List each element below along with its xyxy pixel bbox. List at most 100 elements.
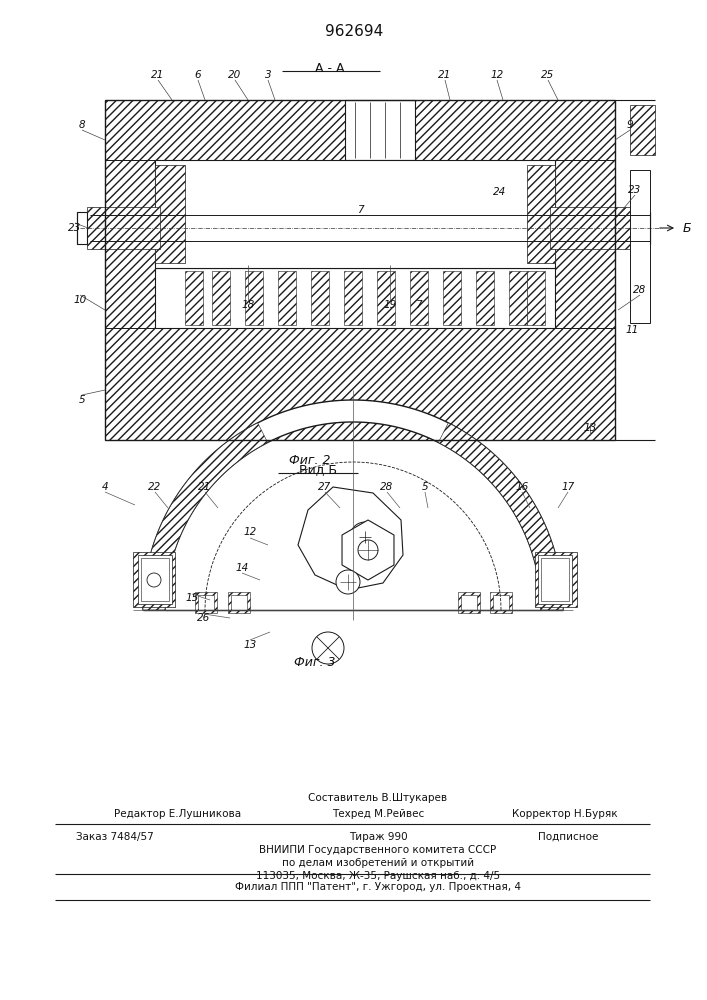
Text: 23: 23 xyxy=(629,185,642,195)
Text: 10: 10 xyxy=(74,295,87,305)
Text: Составитель В.Штукарев: Составитель В.Штукарев xyxy=(308,793,448,803)
Polygon shape xyxy=(630,170,650,323)
Text: Подписное: Подписное xyxy=(538,832,598,842)
Polygon shape xyxy=(633,212,650,244)
Polygon shape xyxy=(555,160,615,328)
Text: 18: 18 xyxy=(241,300,255,310)
Polygon shape xyxy=(410,271,428,325)
Text: 14: 14 xyxy=(235,563,249,573)
Polygon shape xyxy=(105,160,155,328)
Text: 25: 25 xyxy=(542,70,554,80)
Polygon shape xyxy=(228,592,250,613)
Text: 9: 9 xyxy=(626,120,633,130)
Polygon shape xyxy=(141,558,169,601)
Polygon shape xyxy=(538,555,572,604)
Polygon shape xyxy=(105,100,345,160)
Text: Б: Б xyxy=(683,222,691,234)
Text: 19: 19 xyxy=(383,300,397,310)
Polygon shape xyxy=(77,212,87,244)
Text: ВНИИПИ Государственного комитета СССР: ВНИИПИ Государственного комитета СССР xyxy=(259,845,496,855)
Text: 4: 4 xyxy=(102,482,108,492)
Circle shape xyxy=(358,540,378,560)
Polygon shape xyxy=(415,100,615,160)
Polygon shape xyxy=(342,520,394,580)
Polygon shape xyxy=(458,592,480,613)
Polygon shape xyxy=(535,552,577,607)
Text: 27: 27 xyxy=(318,482,332,492)
Text: 5: 5 xyxy=(78,395,86,405)
Text: 16: 16 xyxy=(515,482,529,492)
Text: А - А: А - А xyxy=(315,62,345,75)
Polygon shape xyxy=(212,271,230,325)
Text: 13: 13 xyxy=(583,423,597,433)
Text: 24: 24 xyxy=(493,187,507,197)
Text: Заказ 7484/57: Заказ 7484/57 xyxy=(76,832,154,842)
Text: по делам изобретений и открытий: по делам изобретений и открытий xyxy=(282,858,474,868)
Polygon shape xyxy=(143,400,563,610)
Circle shape xyxy=(312,632,344,664)
Text: 6: 6 xyxy=(194,70,201,80)
Polygon shape xyxy=(133,552,175,607)
Text: Фиг. 2: Фиг. 2 xyxy=(289,454,331,466)
Circle shape xyxy=(336,570,360,594)
Polygon shape xyxy=(443,271,461,325)
Polygon shape xyxy=(311,271,329,325)
Polygon shape xyxy=(345,100,415,160)
Polygon shape xyxy=(541,558,569,601)
Text: 113035, Москва, Ж-35, Раушская наб., д. 4/5: 113035, Москва, Ж-35, Раушская наб., д. … xyxy=(256,871,500,881)
Text: Техред М.Рейвес: Техред М.Рейвес xyxy=(332,809,424,819)
Polygon shape xyxy=(231,595,247,610)
Polygon shape xyxy=(527,271,545,325)
Polygon shape xyxy=(509,271,527,325)
Text: 22: 22 xyxy=(148,482,162,492)
Polygon shape xyxy=(344,271,362,325)
Polygon shape xyxy=(476,271,494,325)
Text: Редактор Е.Лушникова: Редактор Е.Лушникова xyxy=(115,809,242,819)
Polygon shape xyxy=(143,423,268,610)
Text: 12: 12 xyxy=(491,70,503,80)
Polygon shape xyxy=(138,555,172,604)
Text: 23: 23 xyxy=(69,223,81,233)
Polygon shape xyxy=(438,423,563,610)
Polygon shape xyxy=(278,271,296,325)
Text: Корректор Н.Буряк: Корректор Н.Буряк xyxy=(512,809,618,819)
Polygon shape xyxy=(490,592,512,613)
Text: 20: 20 xyxy=(228,70,242,80)
Text: 21: 21 xyxy=(151,70,165,80)
Polygon shape xyxy=(155,165,185,263)
Text: 13: 13 xyxy=(243,640,257,650)
Polygon shape xyxy=(155,160,555,268)
Text: 7: 7 xyxy=(415,300,421,310)
Text: 28: 28 xyxy=(380,482,394,492)
Polygon shape xyxy=(105,328,615,440)
Text: 5: 5 xyxy=(421,482,428,492)
Polygon shape xyxy=(198,595,214,610)
Text: Филиал ППП "Патент", г. Ужгород, ул. Проектная, 4: Филиал ППП "Патент", г. Ужгород, ул. Про… xyxy=(235,882,521,892)
Polygon shape xyxy=(461,595,477,610)
Circle shape xyxy=(359,531,371,543)
Text: Тираж 990: Тираж 990 xyxy=(349,832,407,842)
Text: 7: 7 xyxy=(357,205,363,215)
Text: 8: 8 xyxy=(78,120,86,130)
Text: 28: 28 xyxy=(633,285,647,295)
Polygon shape xyxy=(195,592,217,613)
Text: 17: 17 xyxy=(561,482,575,492)
Polygon shape xyxy=(527,165,555,263)
Text: 11: 11 xyxy=(626,325,638,335)
Polygon shape xyxy=(155,268,555,328)
Polygon shape xyxy=(377,271,395,325)
Text: 962694: 962694 xyxy=(325,24,383,39)
Text: 15: 15 xyxy=(185,593,199,603)
Polygon shape xyxy=(630,105,655,155)
Text: 21: 21 xyxy=(438,70,452,80)
Polygon shape xyxy=(245,271,263,325)
Polygon shape xyxy=(185,271,203,325)
Polygon shape xyxy=(298,487,403,590)
Polygon shape xyxy=(550,207,633,249)
Text: 26: 26 xyxy=(197,613,211,623)
Text: 21: 21 xyxy=(199,482,211,492)
Text: 3: 3 xyxy=(264,70,271,80)
Polygon shape xyxy=(87,207,160,249)
Polygon shape xyxy=(493,595,509,610)
Text: 12: 12 xyxy=(243,527,257,537)
